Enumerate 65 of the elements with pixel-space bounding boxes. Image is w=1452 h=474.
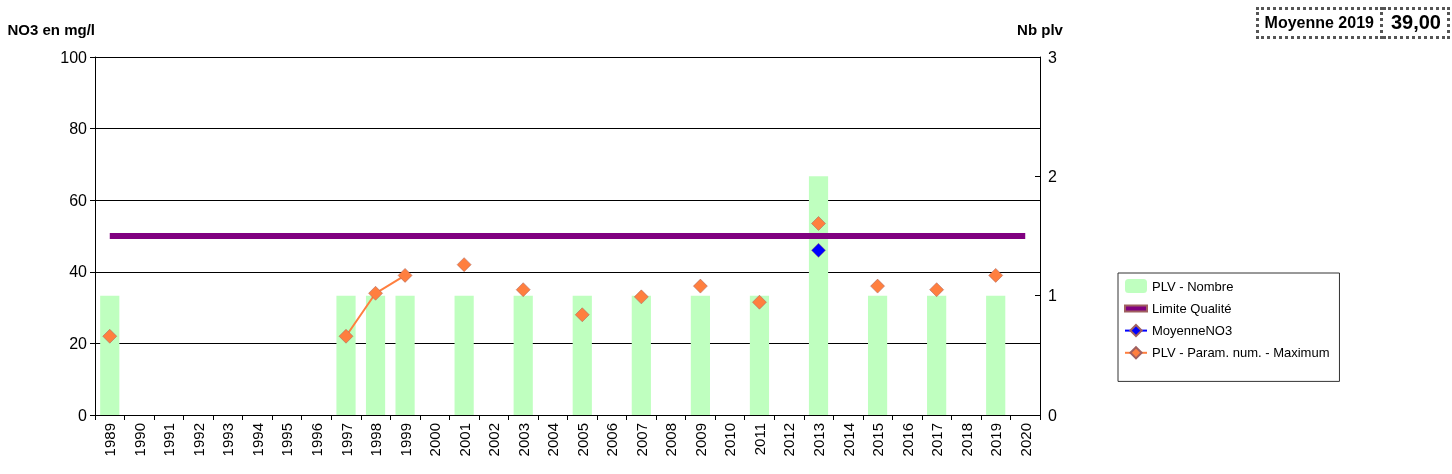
x-tick-label: 2017 bbox=[928, 423, 946, 457]
y-tick-label: 80 bbox=[69, 120, 88, 138]
y-tick-label: 20 bbox=[69, 334, 88, 352]
y2-axis-title: Nb plv bbox=[1017, 21, 1064, 38]
point bbox=[102, 328, 118, 344]
x-tick-label: 2012 bbox=[780, 423, 798, 457]
y-tick-label: 60 bbox=[69, 191, 88, 209]
x-tick-label: 2001 bbox=[455, 423, 473, 457]
legend-label: Limite Qualité bbox=[1152, 301, 1232, 316]
y2-tick-label: 0 bbox=[1048, 406, 1057, 424]
x-tick-label: 2020 bbox=[1016, 423, 1034, 457]
y-tick-label: 40 bbox=[69, 263, 88, 281]
y-tick-label: 0 bbox=[78, 406, 88, 424]
x-tick-label: 2009 bbox=[691, 423, 709, 457]
x-tick-label: 2013 bbox=[810, 423, 828, 457]
x-tick-label: 1999 bbox=[396, 423, 414, 457]
point bbox=[515, 282, 531, 297]
x-tick-label: 1993 bbox=[219, 423, 237, 457]
x-tick-label: 1992 bbox=[189, 423, 207, 457]
x-tick-label: 2011 bbox=[750, 423, 768, 456]
text: Moyenne 2019 bbox=[1255, 7, 1383, 39]
x-tick-label: 2002 bbox=[485, 423, 503, 457]
x-tick-label: 2008 bbox=[662, 423, 680, 457]
point bbox=[634, 289, 649, 305]
point bbox=[988, 268, 1003, 283]
x-tick-label: 2014 bbox=[839, 423, 857, 457]
x-tick-label: 1989 bbox=[101, 423, 119, 457]
x-tick-label: 2003 bbox=[514, 423, 532, 457]
x-tick-label: 2016 bbox=[898, 423, 916, 457]
point bbox=[929, 282, 944, 297]
x-tick-label: 2004 bbox=[544, 423, 562, 457]
x-tick-label: 2007 bbox=[632, 423, 650, 457]
legend-label: MoyenneNO3 bbox=[1152, 323, 1233, 339]
point bbox=[811, 243, 826, 258]
x-tick-label: 1997 bbox=[337, 423, 355, 457]
x-tick-label: 2005 bbox=[573, 423, 591, 457]
legend-label: PLV - Param. num. - Maximum bbox=[1152, 345, 1330, 361]
point bbox=[397, 268, 413, 283]
y-tick-label: 100 bbox=[60, 48, 88, 66]
x-tick-label: 1994 bbox=[248, 423, 266, 457]
x-tick-label: 2010 bbox=[721, 423, 739, 457]
y-axis-title: NO3 en mg/l bbox=[7, 21, 95, 38]
text: 39,00 bbox=[1382, 7, 1450, 39]
point bbox=[870, 278, 885, 294]
x-tick-label: 2019 bbox=[987, 423, 1005, 457]
x-tick-label: 1990 bbox=[130, 423, 148, 457]
point bbox=[811, 216, 826, 231]
x-tick-label: 2000 bbox=[426, 423, 444, 457]
x-tick-label: 2006 bbox=[603, 423, 621, 457]
y2-tick-label: 3 bbox=[1048, 48, 1057, 66]
point bbox=[368, 286, 383, 301]
point bbox=[693, 278, 708, 294]
x-tick-label: 1991 bbox=[160, 423, 178, 457]
point bbox=[338, 328, 354, 344]
y2-tick-label: 2 bbox=[1048, 167, 1057, 185]
point bbox=[575, 307, 590, 323]
x-tick-label: 1996 bbox=[307, 423, 325, 457]
y2-tick-label: 1 bbox=[1048, 287, 1057, 305]
x-tick-label: 1998 bbox=[367, 423, 385, 457]
point bbox=[456, 257, 472, 272]
point bbox=[752, 294, 767, 310]
x-tick-label: 1995 bbox=[278, 423, 296, 457]
legend-label: PLV - Nombre bbox=[1152, 278, 1234, 294]
x-tick-label: 2015 bbox=[869, 423, 887, 457]
x-tick-label: 2018 bbox=[957, 423, 975, 457]
